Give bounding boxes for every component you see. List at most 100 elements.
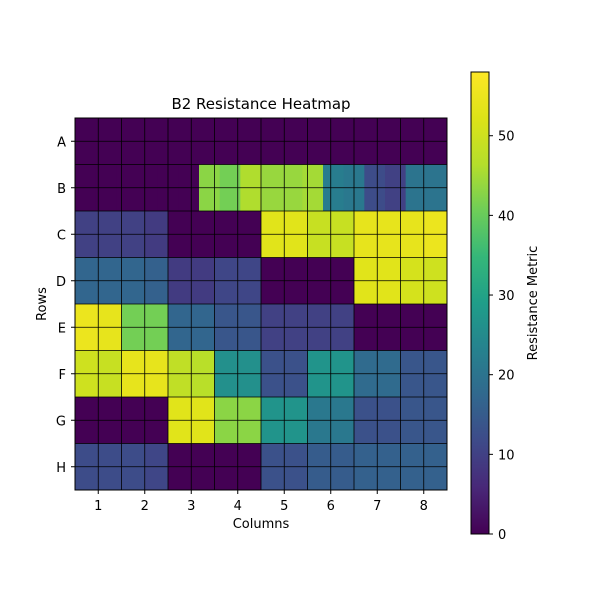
heatmap-cell [307,118,332,142]
y-tick-label: B [57,182,66,197]
heatmap-cell [240,164,262,189]
heatmap-cell [330,420,355,444]
heatmap-cell [98,118,122,142]
heatmap-cell [98,280,122,305]
y-tick-label: H [56,461,66,476]
heatmap-cell [364,164,386,189]
heatmap-cell [284,327,308,351]
heatmap-cell [330,443,355,468]
heatmap-cell [237,443,262,468]
heatmap-cell [144,397,169,421]
heatmap-cell [214,257,239,282]
heatmap-cell [168,118,192,142]
heatmap-cell [75,443,99,468]
heatmap-cell [284,397,308,421]
heatmap-cell [307,466,332,491]
heatmap-cell [168,420,192,444]
heatmap-cell [237,327,262,351]
heatmap-cell [137,164,159,189]
heatmap-cell [214,443,239,468]
heatmap-cell [307,397,332,421]
heatmap-cell [261,420,285,444]
x-tick-label: 7 [373,499,381,514]
heatmap-cell [98,466,122,491]
y-tick-label: D [56,275,66,290]
heatmap-cell [284,280,308,305]
heatmap-cell [400,466,425,491]
heatmap-cell [423,211,448,235]
heatmap-cell [307,211,332,235]
colorbar-tick-label: 30 [498,289,515,304]
heatmap-cell [214,350,239,375]
heatmap-cell [423,280,448,305]
heatmap-cell [75,397,99,421]
heatmap-cell [121,304,146,328]
heatmap-cell [144,141,169,165]
heatmap-cell [144,350,169,375]
heatmap-cell [168,327,192,351]
heatmap-cell [168,280,192,305]
heatmap-cell [354,443,378,468]
heatmap-cell [377,327,401,351]
heatmap-cell [168,234,192,258]
heatmap-cell [75,187,97,212]
heatmap-cell [75,373,99,398]
heatmap-cell [284,257,308,282]
colorbar-tick-label: 20 [498,369,515,384]
heatmap-cell [284,443,308,468]
heatmap-cell [284,211,308,235]
heatmap-cell [330,141,355,165]
heatmap-cell [261,164,283,189]
colorbar-tick-label: 50 [498,130,515,145]
x-axis-label: Columns [233,517,290,532]
colorbar-tick-label: 40 [498,209,515,224]
heatmap-cell [121,141,146,165]
heatmap-cell [330,280,355,305]
heatmap-cell [307,327,332,351]
heatmap-cell [400,350,425,375]
heatmap-cell [121,373,146,398]
heatmap-cell [95,187,117,212]
heatmap-cell [191,327,215,351]
heatmap-cell [214,280,239,305]
heatmap-cell [121,327,146,351]
heatmap-cell [330,257,355,282]
heatmap-cell [400,327,425,351]
heatmap-cell [307,420,332,444]
heatmap-cell [237,373,262,398]
heatmap-cell [377,257,401,282]
heatmap-cell [121,118,146,142]
heatmap-cell [330,466,355,491]
heatmap-cell [116,164,138,189]
heatmap-cell [261,443,285,468]
heatmap-cell [144,211,169,235]
heatmap-cell [168,373,192,398]
heatmap-cell [261,234,285,258]
heatmap-cell [191,397,215,421]
heatmap-cell [191,141,215,165]
heatmap-cell [191,350,215,375]
heatmap-cell [307,141,332,165]
plot-frame [74,117,448,491]
heatmap-cell [377,141,401,165]
heatmap-cell [214,304,239,328]
heatmap-cell [214,466,239,491]
heatmap-cell [377,211,401,235]
heatmap-cell [354,350,378,375]
heatmap-cell [121,350,146,375]
heatmap-cell [302,164,324,189]
heatmap-cell [121,280,146,305]
heatmap-cell [237,234,262,258]
heatmap-cell [199,187,221,212]
heatmap-cell [426,164,448,189]
heatmap-cell [400,443,425,468]
heatmap-cell [75,350,99,375]
heatmap-cell [284,350,308,375]
heatmap-cell [385,187,407,212]
x-tick-label: 2 [141,499,149,514]
heatmap-cell [330,350,355,375]
heatmap-cell [261,304,285,328]
heatmap-cell [98,304,122,328]
heatmap-cell [237,211,262,235]
heatmap-cell [121,211,146,235]
